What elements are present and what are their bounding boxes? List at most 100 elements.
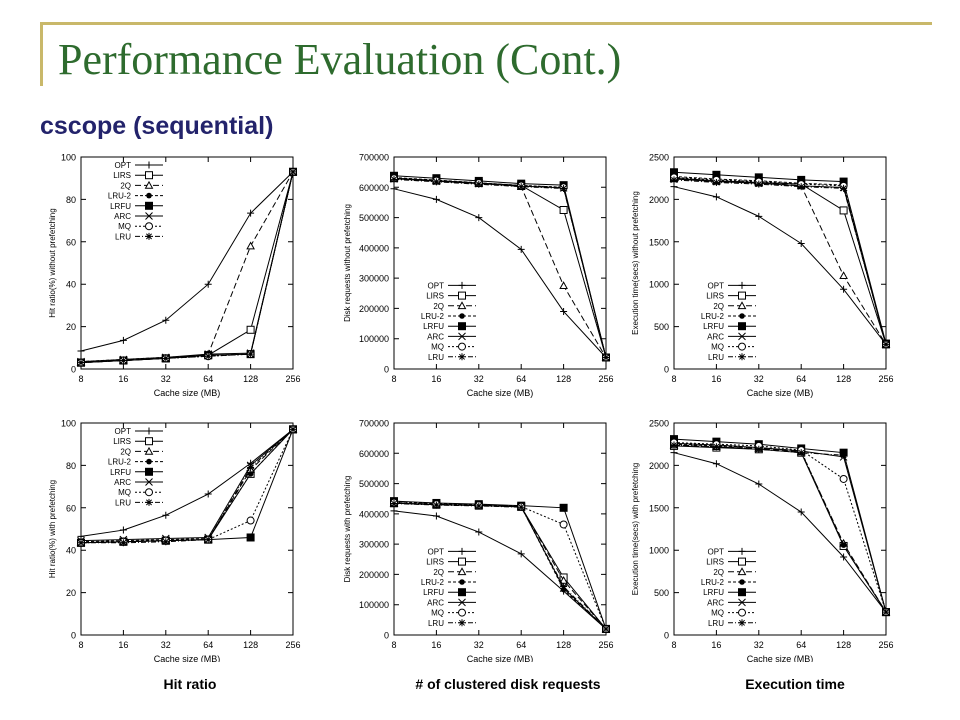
- y-tick-label: 2500: [649, 153, 669, 163]
- data-point: [602, 625, 610, 633]
- caption-clustered-disk-requests: # of clustered disk requests: [415, 676, 601, 692]
- slide-title: Performance Evaluation (Cont.): [58, 35, 622, 84]
- data-point: [517, 183, 525, 191]
- y-tick-label: 100000: [359, 600, 389, 610]
- series-lru: [77, 425, 297, 547]
- series-line: [673, 444, 887, 613]
- series-line: [80, 171, 294, 352]
- data-point: [475, 528, 483, 536]
- legend-entry: ARC: [427, 332, 476, 341]
- data-point: [560, 184, 568, 192]
- data-point: [247, 464, 255, 472]
- x-axis-label: Cache size (MB): [154, 388, 221, 398]
- legend-marker: [146, 458, 152, 465]
- x-tick-label: 8: [391, 374, 396, 384]
- y-tick-label: 0: [384, 365, 389, 375]
- legend-label: OPT: [115, 161, 132, 170]
- data-point: [204, 490, 212, 498]
- x-tick-label: 16: [711, 640, 721, 650]
- y-tick-label: 1000: [649, 280, 669, 290]
- y-tick-label: 600000: [359, 449, 389, 459]
- x-tick-label: 16: [431, 374, 441, 384]
- legend-marker: [146, 192, 152, 199]
- series-line: [673, 177, 887, 345]
- legend-marker: [738, 322, 746, 331]
- legend-label: MQ: [431, 609, 444, 618]
- x-tick-label: 256: [878, 640, 893, 650]
- legend-marker: [738, 619, 746, 627]
- data-point: [840, 542, 847, 548]
- series-line: [393, 510, 607, 630]
- series-line: [673, 186, 887, 345]
- legend-entry: LRU: [115, 232, 163, 241]
- legend-entry: LIRS: [113, 437, 163, 446]
- legend-label: LRU-2: [421, 578, 445, 587]
- chart-hit-ratio-with-prefetching: 0 20 40 60 80 100 8 16 32 64 128 256 Cache size (MB)…: [48, 419, 301, 663]
- legend-marker: [145, 437, 153, 446]
- y-tick-label: 40: [66, 280, 76, 290]
- legend-label: LRU: [428, 353, 444, 362]
- data-point: [840, 184, 848, 192]
- x-axis-label: Cache size (MB): [154, 654, 221, 662]
- y-tick-label: 100000: [359, 334, 389, 344]
- data-point: [246, 325, 255, 334]
- legend-entry: LRU: [428, 353, 476, 362]
- legend-marker: [458, 557, 466, 566]
- y-axis-label: Disk requests with prefetching: [343, 476, 352, 583]
- legend-entry: ARC: [427, 598, 476, 607]
- y-tick-label: 100: [61, 153, 76, 163]
- data-point: [560, 583, 568, 591]
- series-lru: [77, 168, 297, 367]
- legend-label: ARC: [707, 332, 724, 341]
- data-point: [77, 539, 85, 547]
- legend-entry: 2Q: [433, 567, 476, 577]
- legend-marker: [145, 161, 153, 169]
- y-tick-label: 80: [66, 461, 76, 471]
- series-lru: [670, 441, 890, 616]
- legend-label: MQ: [118, 222, 131, 231]
- legend-entry: MQ: [431, 609, 476, 618]
- legend-marker: [145, 222, 153, 231]
- x-tick-label: 128: [243, 374, 258, 384]
- data-point: [755, 212, 763, 220]
- legend-marker: [457, 301, 467, 310]
- legend-marker: [144, 446, 154, 455]
- legend-marker: [738, 547, 746, 555]
- legend-entry: 2Q: [120, 180, 163, 190]
- legend-marker: [738, 608, 746, 617]
- data-point: [162, 538, 170, 546]
- y-tick-label: 200000: [359, 570, 389, 580]
- legend-label: LRFU: [703, 588, 724, 597]
- legend-entry: LRU-2: [108, 192, 163, 201]
- legend-entry: 2Q: [433, 301, 476, 311]
- data-point: [882, 608, 890, 616]
- x-tick-label: 16: [118, 640, 128, 650]
- y-tick-label: 1500: [649, 503, 669, 513]
- y-tick-label: 0: [384, 631, 389, 641]
- legend-entry: LRU: [115, 498, 163, 507]
- x-tick-label: 16: [431, 640, 441, 650]
- x-tick-label: 8: [671, 374, 676, 384]
- data-point: [390, 507, 398, 515]
- legend-marker: [458, 353, 466, 361]
- legend-label: MQ: [711, 343, 724, 352]
- data-point: [559, 281, 568, 290]
- legend-entry: LIRS: [706, 558, 756, 567]
- x-tick-label: 256: [598, 640, 613, 650]
- legend-label: ARC: [707, 598, 724, 607]
- x-tick-label: 16: [118, 374, 128, 384]
- y-tick-label: 500000: [359, 479, 389, 489]
- data-point: [712, 460, 720, 468]
- data-point: [77, 347, 85, 355]
- data-point: [712, 443, 720, 451]
- legend-marker: [458, 588, 466, 597]
- legend-entry: LIRS: [113, 171, 163, 180]
- data-point: [670, 183, 678, 191]
- legend-marker: [739, 313, 745, 319]
- legend-marker: [458, 342, 466, 351]
- data-point: [119, 539, 127, 547]
- series-line: [393, 502, 607, 630]
- y-tick-label: 700000: [359, 419, 389, 429]
- legend-marker: [738, 342, 746, 351]
- data-point: [432, 501, 440, 509]
